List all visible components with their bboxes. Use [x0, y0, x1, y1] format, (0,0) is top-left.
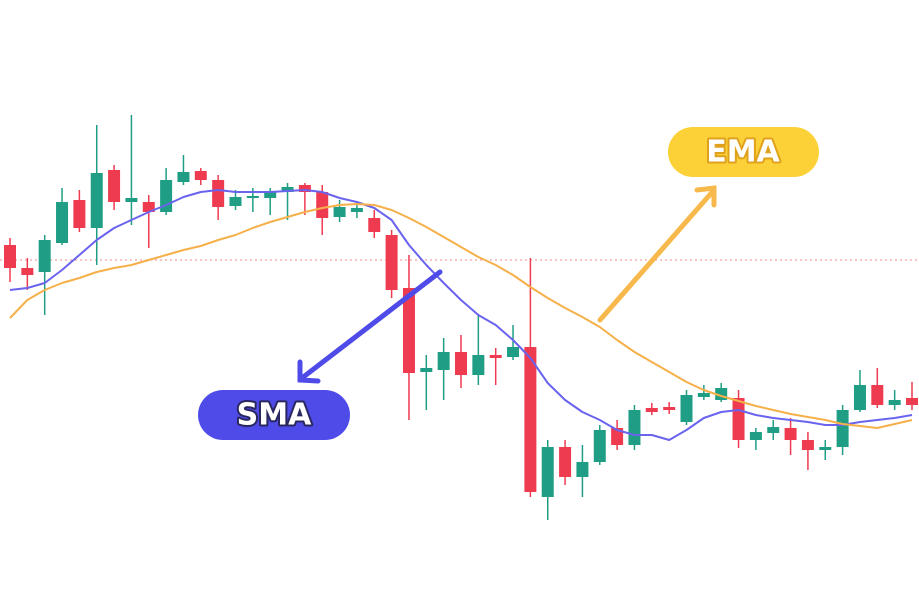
candle-body — [697, 393, 710, 397]
candle-body — [541, 447, 554, 497]
candle-body — [212, 180, 225, 207]
candle-body — [316, 192, 329, 218]
candle-body — [264, 192, 277, 198]
candle-body — [281, 187, 294, 192]
candle-body — [611, 428, 624, 445]
candle-body — [298, 185, 311, 192]
candle-body — [385, 235, 398, 290]
candle-body — [246, 196, 259, 198]
candle-body — [576, 462, 589, 477]
sma-label: SMA — [237, 398, 312, 433]
candle-body — [368, 218, 381, 232]
arrow-shaft — [597, 187, 717, 323]
candle-body — [871, 385, 884, 405]
candle-body — [767, 427, 780, 433]
candle-body — [836, 410, 849, 447]
candle-body — [489, 355, 502, 358]
candle-body — [507, 347, 520, 357]
candle-body — [229, 197, 242, 206]
candle-body — [142, 202, 155, 212]
candle-body — [663, 407, 676, 410]
labels: SMA EMA — [198, 127, 819, 440]
candle-body — [90, 173, 103, 228]
candle-body — [559, 447, 572, 477]
candle-body — [125, 198, 138, 202]
candle-body — [784, 428, 797, 440]
candle-body — [680, 395, 693, 422]
candle-body — [350, 208, 363, 212]
candle-body — [524, 347, 537, 492]
candle-body — [645, 408, 658, 412]
moving-average-line — [9, 189, 913, 441]
candle-body — [21, 268, 34, 275]
candle-body — [732, 398, 745, 440]
ema-label: EMA — [706, 135, 780, 170]
ema-arrow — [597, 185, 717, 323]
candle-body — [73, 200, 86, 228]
candle-body — [402, 288, 415, 373]
candle-body — [108, 170, 121, 202]
candle-body — [749, 432, 762, 440]
candle-body — [437, 352, 450, 370]
candle-body — [628, 410, 641, 445]
arrow-shaft — [299, 269, 443, 381]
candle-body — [888, 400, 901, 405]
candle-body — [472, 355, 485, 375]
candle-body — [455, 352, 467, 375]
candle-body — [593, 430, 606, 462]
candle-body — [801, 440, 814, 450]
arrow-head — [694, 185, 717, 208]
candle-body — [4, 245, 16, 268]
sma-pill — [198, 390, 350, 440]
ema-pill — [668, 127, 819, 177]
candle-body — [177, 172, 190, 182]
candle-body — [420, 368, 433, 372]
lines — [9, 189, 913, 441]
arrow-head — [297, 359, 321, 384]
candle-body — [906, 398, 918, 405]
moving-average-line — [9, 203, 913, 429]
candle-body — [194, 171, 207, 180]
candle-body — [853, 385, 866, 410]
candle-body — [819, 447, 832, 450]
sma-arrow — [297, 269, 443, 384]
candle-body — [333, 207, 346, 217]
candle-body — [38, 240, 51, 272]
candle-body — [56, 202, 69, 243]
